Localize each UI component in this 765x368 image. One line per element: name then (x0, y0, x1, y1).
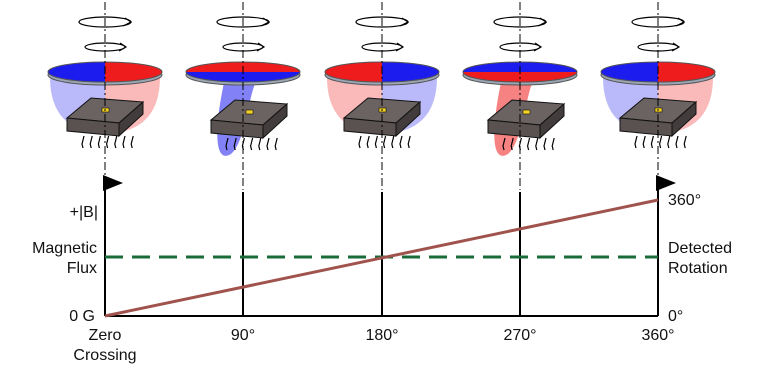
left-axis-label-line2: Flux (67, 260, 97, 277)
chip-pin (114, 135, 118, 149)
rotation-arrow-upper-head (675, 17, 686, 27)
chip-pin (502, 137, 506, 151)
rotation-arrows (78, 16, 133, 52)
sensor-chip (209, 99, 289, 151)
chip-pin (399, 135, 403, 149)
magnet-pole-right (105, 62, 162, 82)
x-tick-270: 270° (503, 327, 536, 344)
chip-pin (225, 137, 229, 151)
chip-pin (89, 135, 93, 149)
detected-rotation-line (104, 198, 659, 318)
chip-pin (366, 135, 370, 149)
chip-pin (667, 135, 671, 149)
sensor-chip (486, 99, 566, 151)
rotation-arrow-lower-head (395, 42, 405, 52)
right-axis-top-label: 360° (668, 192, 701, 209)
right-axis-label-line1: Detected (668, 240, 732, 257)
right-axis-bottom-label: 0° (668, 308, 683, 325)
chip-pin (683, 135, 687, 149)
chip-pin (526, 137, 531, 151)
chip-pin (105, 135, 110, 149)
magnet-stage-0 (47, 16, 163, 149)
chip-pin (358, 135, 362, 149)
x-tick-0-line2: Crossing (73, 347, 136, 364)
chip-pin (274, 137, 278, 151)
rotation-arrow-lower (361, 42, 403, 52)
rotation-arrow-lower-head (533, 42, 543, 52)
chip-pin (642, 135, 646, 149)
chip-pin (407, 135, 411, 149)
magnet-pole-left (48, 62, 105, 82)
rotation-arrow-lower (499, 42, 541, 52)
rotation-arrow-lower-head (256, 42, 266, 52)
chip-pin (382, 135, 387, 149)
left-axis-label-line1: Magnetic (32, 240, 97, 257)
sensor-chip (65, 97, 145, 149)
chip-side (395, 100, 421, 138)
magnet-pole-right (382, 62, 439, 82)
angle-gridlines (242, 192, 521, 316)
rotation-arrow-upper-head (122, 17, 133, 27)
x-tick-90: 90° (231, 327, 255, 344)
chip-pin (130, 135, 134, 149)
chip-pin (249, 137, 254, 151)
chip-pin (97, 135, 101, 149)
chip-pin (122, 135, 126, 149)
chip-pin (543, 137, 547, 151)
rotation-arrow-lower (222, 42, 264, 52)
magnet-pole-left (325, 62, 382, 82)
hall-sensor-pad (245, 109, 254, 115)
chip-pin (266, 137, 270, 151)
chip-pin (634, 135, 638, 149)
rotation-arrow-lower-head (671, 42, 681, 52)
chip-pin (81, 135, 85, 149)
magnet-pole-left (601, 62, 658, 82)
rotation-arrow-lower (84, 42, 126, 52)
chip-pin (658, 135, 663, 149)
chip-pin (374, 135, 378, 149)
x-tick-180: 180° (365, 327, 398, 344)
rotation-arrow-lower-head (118, 42, 128, 52)
left-axis-bottom-label: 0 G (69, 308, 95, 325)
left-axis-top-label: +|B| (70, 204, 98, 221)
rotation-arrow-upper-head (260, 17, 271, 27)
magnet-pole-right (658, 62, 715, 82)
magnet-stage-270 (462, 16, 578, 156)
rotation-axis-lines (104, 2, 659, 190)
chip-pin (650, 135, 654, 149)
right-axis-label-line2: Rotation (668, 260, 728, 277)
chip-side (671, 100, 697, 138)
chip-pin (233, 137, 237, 151)
x-tick-0-line1: Zero (89, 327, 122, 344)
rotation-arrow-upper-head (399, 17, 410, 27)
chip-pin (510, 137, 514, 151)
chip-pin (258, 137, 262, 151)
chip-side (262, 102, 288, 140)
rotation-arrow-lower (637, 42, 679, 52)
chip-side (118, 100, 144, 138)
chip-side (539, 102, 565, 140)
chip-pin (391, 135, 395, 149)
rotation-arrow-upper-head (537, 17, 548, 27)
magnet-stage-90 (185, 16, 301, 156)
hall-sensor-pad (522, 109, 531, 115)
chip-pin (535, 137, 539, 151)
chip-pin (551, 137, 555, 151)
chip-pin (675, 135, 679, 149)
x-tick-360: 360° (641, 327, 674, 344)
